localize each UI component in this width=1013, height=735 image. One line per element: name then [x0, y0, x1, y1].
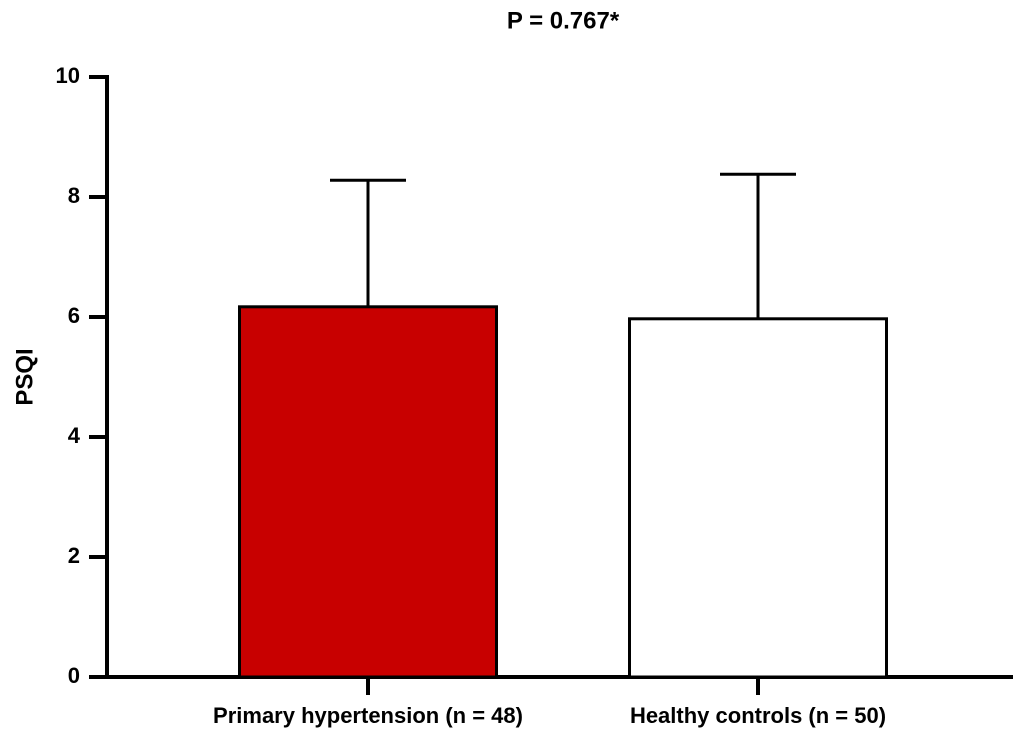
x-tick-label: Healthy controls (n = 50) [630, 703, 886, 728]
y-tick-label: 8 [68, 183, 80, 208]
y-tick-label: 2 [68, 543, 80, 568]
x-tick-label: Primary hypertension (n = 48) [213, 703, 523, 728]
y-axis-label: PSQI [11, 348, 38, 405]
y-tick-label: 6 [68, 303, 80, 328]
y-tick-label: 10 [56, 63, 80, 88]
y-tick-label: 4 [68, 423, 81, 448]
chart-title: P = 0.767* [507, 7, 620, 34]
y-tick-label: 0 [68, 663, 80, 688]
bar [238, 305, 498, 679]
bar [628, 317, 888, 679]
